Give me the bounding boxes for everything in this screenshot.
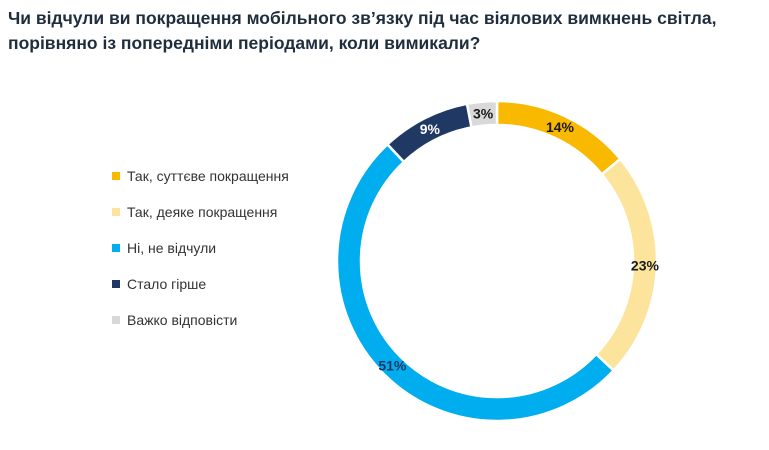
legend-label: Так, деяке покращення	[127, 204, 278, 220]
legend-label: Ні, не відчули	[127, 240, 217, 256]
legend: Так, суттєве покращення Так, деяке покра…	[112, 158, 289, 338]
data-label: 14%	[546, 119, 575, 135]
legend-swatch	[112, 208, 120, 216]
slice-significant-improvement	[495, 99, 623, 177]
legend-label: Важко відповісти	[127, 312, 238, 328]
legend-swatch	[112, 244, 120, 252]
data-label: 9%	[420, 121, 441, 137]
legend-item-some-improvement: Так, деяке покращення	[112, 194, 289, 230]
data-label: 23%	[631, 258, 660, 274]
legend-item-significant-improvement: Так, суттєве покращення	[112, 158, 289, 194]
legend-label: Стало гірше	[127, 276, 207, 292]
chart-title: Чи відчули ви покращення мобільного зв’я…	[8, 8, 717, 53]
slice-hard-to-say	[465, 99, 499, 129]
legend-swatch	[112, 316, 120, 324]
data-label: 51%	[378, 358, 407, 374]
slice-no-change	[335, 142, 616, 423]
legend-item-worse: Стало гірше	[112, 266, 289, 302]
data-label: 3%	[473, 106, 494, 122]
legend-item-hard-to-say: Важко відповісти	[112, 302, 289, 338]
legend-swatch	[112, 172, 120, 180]
legend-label: Так, суттєве покращення	[127, 168, 289, 184]
legend-item-no-change: Ні, не відчули	[112, 230, 289, 266]
legend-swatch	[112, 280, 120, 288]
